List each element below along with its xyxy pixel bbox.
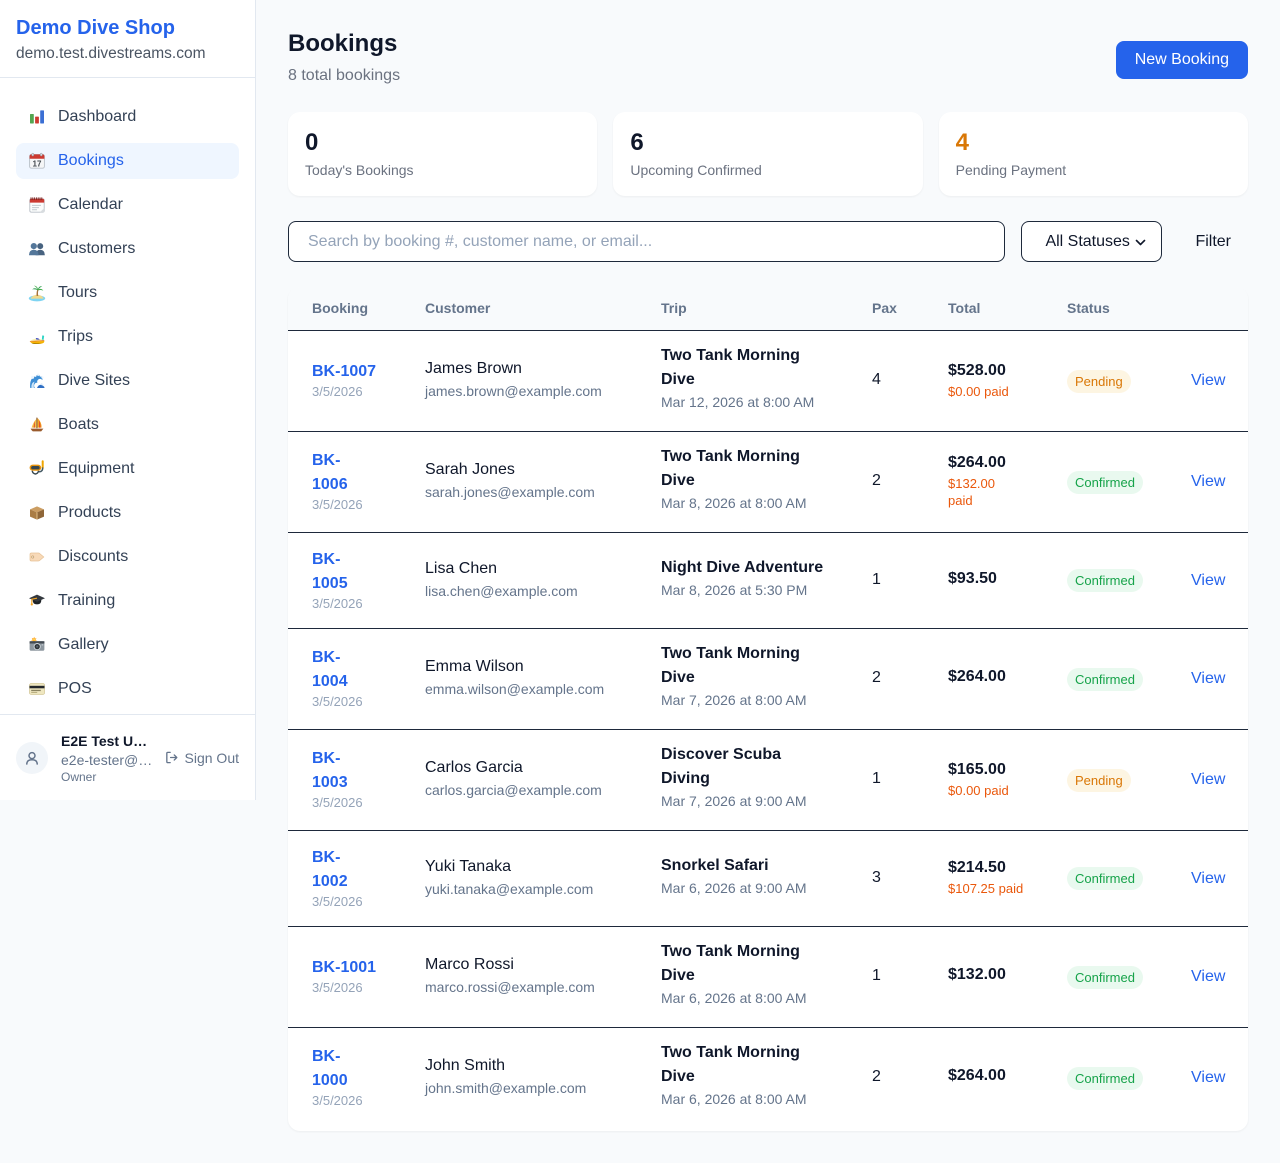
svg-text:17: 17 <box>33 160 42 169</box>
